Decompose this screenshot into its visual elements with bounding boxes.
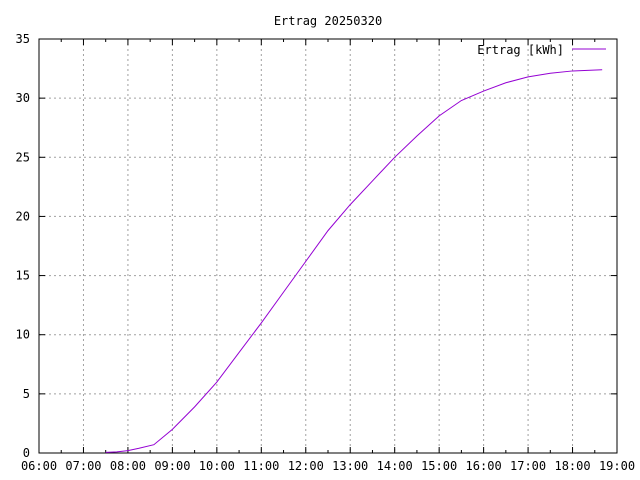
chart-title: Ertrag 20250320 [274,14,382,28]
grid [39,39,617,453]
x-tick-label: 11:00 [243,459,279,473]
legend-label: Ertrag [kWh] [477,43,564,57]
y-tick-label: 20 [16,209,30,223]
x-tick-label: 09:00 [154,459,190,473]
plot-frame [38,38,618,454]
x-tick-label: 15:00 [421,459,457,473]
axes: 06:00 07:00 08:00 09:00 10:00 11:00 12:00 13:00… [16,32,636,473]
y-tick-label: 10 [16,328,30,342]
x-tick-label: 07:00 [65,459,101,473]
y-tick-label: 25 [16,150,30,164]
x-tick-label: 08:00 [110,459,146,473]
y-tick-label: 5 [23,387,30,401]
x-tick-label: 16:00 [466,459,502,473]
x-tick-label: 12:00 [288,459,324,473]
x-tick-label: 18:00 [554,459,590,473]
x-tick-label: 14:00 [377,459,413,473]
y-tick-label: 35 [16,32,30,46]
series-line [105,69,603,453]
x-tick-label: 06:00 [21,459,57,473]
x-tick-label: 13:00 [332,459,368,473]
x-tick-label: 19:00 [599,459,635,473]
y-tick-label: 15 [16,269,30,283]
y-tick-label: 0 [23,446,30,460]
legend: Ertrag [kWh] [477,43,606,57]
x-tick-label: 10:00 [199,459,235,473]
y-tick-label: 30 [16,91,30,105]
x-tick-label: 17:00 [510,459,546,473]
series-layer [105,69,603,453]
